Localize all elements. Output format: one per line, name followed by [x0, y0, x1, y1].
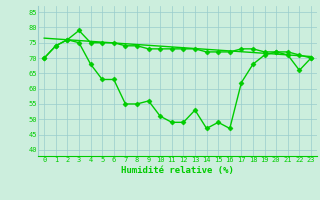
- X-axis label: Humidité relative (%): Humidité relative (%): [121, 166, 234, 175]
